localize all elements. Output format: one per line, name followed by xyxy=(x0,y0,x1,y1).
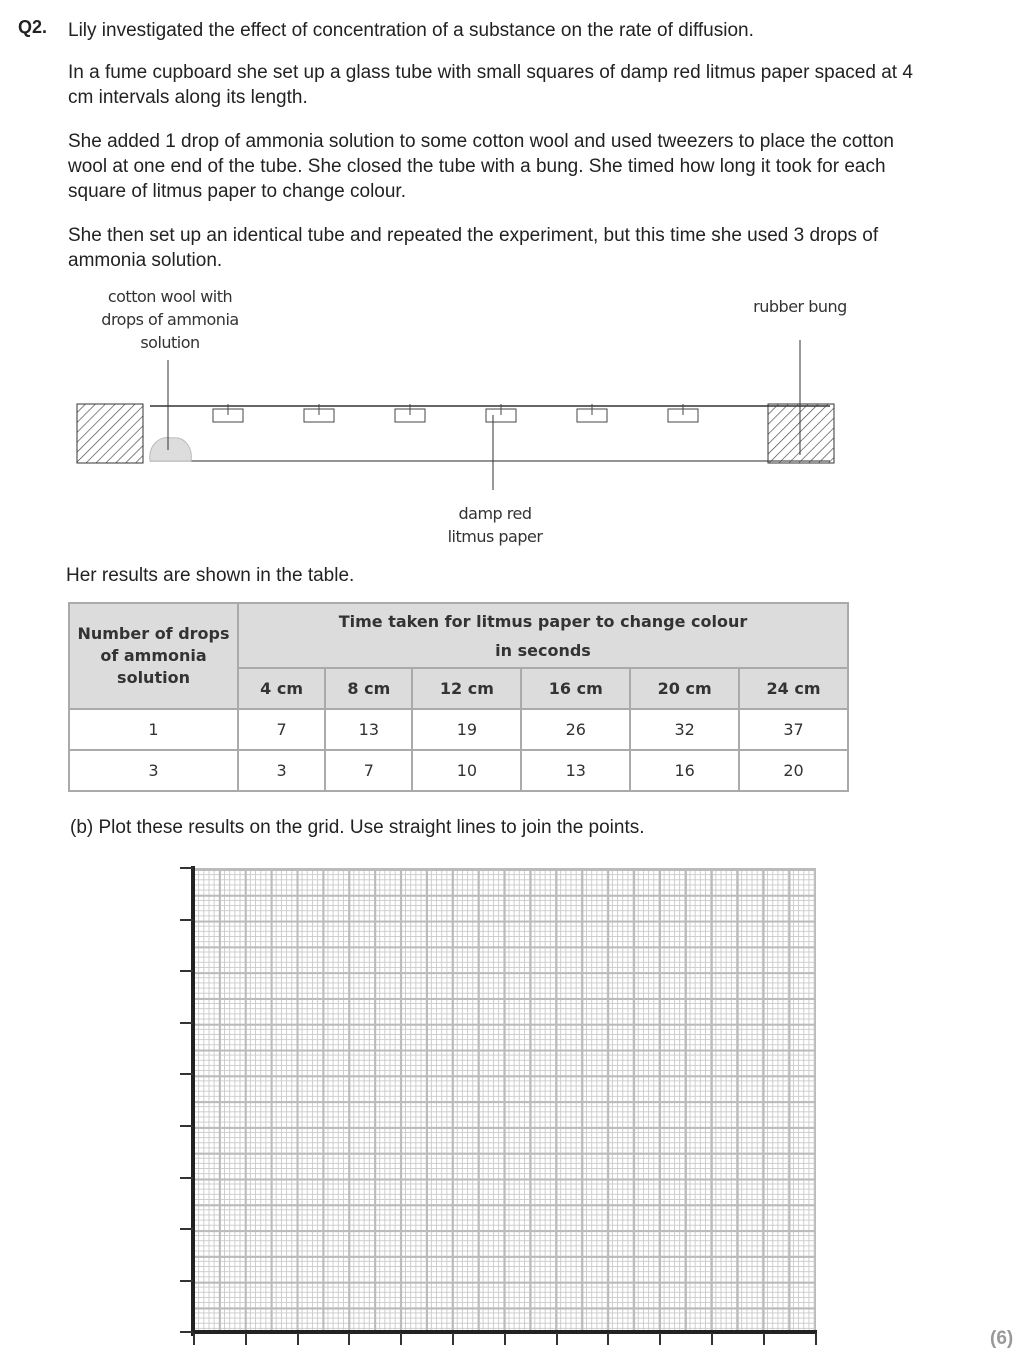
cell: 7 xyxy=(236,708,327,751)
y-tick xyxy=(180,970,193,973)
header-time-line: in seconds xyxy=(495,640,591,660)
cell: 26 xyxy=(520,708,632,751)
x-tick xyxy=(452,1333,454,1345)
table-row: 3 3 7 10 13 16 20 xyxy=(68,749,849,792)
litmus-squares xyxy=(212,404,699,423)
question-intro: Lily investigated the effect of concentr… xyxy=(68,20,754,41)
y-tick xyxy=(180,1279,193,1282)
cell: 13 xyxy=(324,708,414,751)
cell: 13 xyxy=(520,749,632,792)
results-intro: Her results are shown in the table. xyxy=(66,565,355,586)
results-table: Number of drops of ammonia solution Time… xyxy=(68,602,849,792)
y-tick xyxy=(180,1228,193,1231)
cell: 7 xyxy=(324,749,414,792)
label-line: damp red xyxy=(458,504,532,523)
y-tick xyxy=(180,1073,193,1076)
x-tick xyxy=(762,1333,765,1345)
cotton-wool xyxy=(149,436,192,462)
rubber-bung xyxy=(767,403,835,464)
y-axis xyxy=(191,866,195,1336)
graph-grid[interactable] xyxy=(193,868,816,1333)
col-header: 24 cm xyxy=(738,667,849,710)
cell: 1 xyxy=(68,708,239,751)
x-tick xyxy=(659,1333,662,1345)
label-line: solution xyxy=(140,333,200,352)
col-header: 16 cm xyxy=(520,667,632,710)
part-b-instruction: (b) Plot these results on the grid. Use … xyxy=(70,817,645,838)
y-tick xyxy=(180,1125,193,1127)
x-tick xyxy=(503,1333,506,1345)
y-tick xyxy=(180,1176,193,1179)
x-tick xyxy=(607,1333,610,1345)
question-para-2: She added 1 drop of ammonia solution to … xyxy=(68,131,894,202)
cell: 20 xyxy=(738,749,849,792)
label-line: litmus paper xyxy=(447,527,543,546)
y-tick xyxy=(180,918,193,921)
x-tick xyxy=(711,1333,713,1345)
question-para-1: In a fume cupboard she set up a glass tu… xyxy=(68,62,913,108)
x-tick xyxy=(348,1333,351,1345)
label-litmus-paper: damp red litmus paper xyxy=(420,502,570,548)
label-rubber-bung: rubber bung xyxy=(753,297,847,316)
label-line: cotton wool with xyxy=(107,287,233,306)
cell: 16 xyxy=(629,749,741,792)
left-bung xyxy=(76,403,144,464)
question-number: Q2. xyxy=(18,17,48,37)
label-line: drops of ammonia xyxy=(101,310,239,329)
col-header: 8 cm xyxy=(324,667,414,710)
col-header: 4 cm xyxy=(236,667,327,710)
cell: 32 xyxy=(629,708,741,751)
header-time: Time taken for litmus paper to change co… xyxy=(237,602,849,669)
question-para-3: She then set up an identical tube and re… xyxy=(68,225,879,271)
marks-label: (6) xyxy=(990,1328,1014,1349)
col-header: 20 cm xyxy=(629,667,741,710)
x-axis xyxy=(191,1330,817,1334)
y-tick xyxy=(180,867,193,869)
x-tick xyxy=(296,1333,299,1345)
cell: 37 xyxy=(738,708,849,751)
cell: 3 xyxy=(68,749,239,792)
x-tick xyxy=(193,1333,195,1345)
y-tick xyxy=(180,1331,193,1334)
col-header: 12 cm xyxy=(411,667,523,710)
label-cotton-wool: cotton wool with drops of ammonia soluti… xyxy=(80,285,260,354)
cell: 19 xyxy=(411,708,523,751)
cell: 3 xyxy=(236,749,327,792)
cell: 10 xyxy=(411,749,523,792)
table-row: 1 7 13 19 26 32 37 xyxy=(68,708,849,751)
header-drops: Number of drops of ammonia solution xyxy=(68,602,239,710)
x-tick xyxy=(400,1333,403,1345)
x-tick xyxy=(555,1333,558,1345)
y-tick xyxy=(180,1021,193,1024)
header-time-line: Time taken for litmus paper to change co… xyxy=(338,611,748,631)
x-tick xyxy=(244,1333,247,1345)
x-tick xyxy=(814,1333,817,1345)
diffusion-tube-diagram xyxy=(76,340,835,490)
